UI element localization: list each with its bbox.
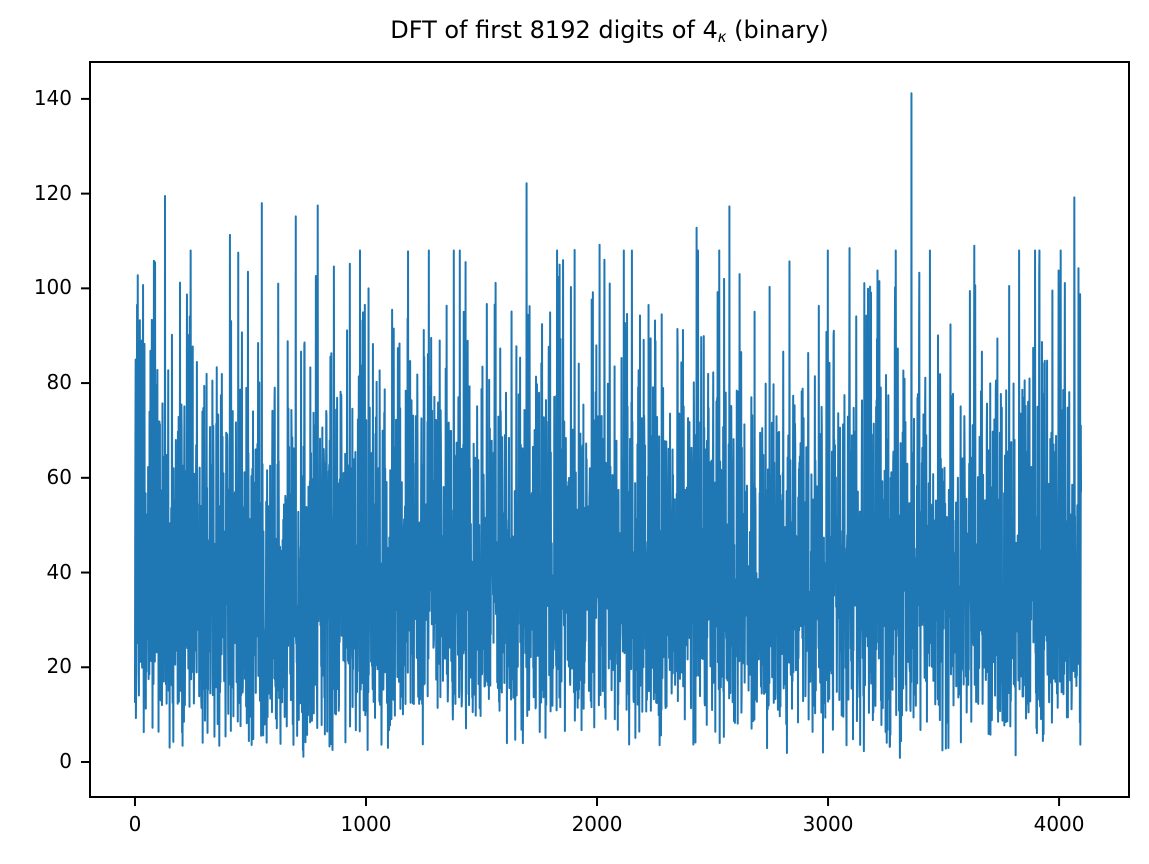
- x-tick-label: 4000: [1033, 812, 1085, 836]
- chart-title: DFT of first 8192 digits of 4κ (binary): [89, 16, 1130, 46]
- dft-magnitude-series: [133, 92, 1083, 759]
- chart-title-suffix: (binary): [726, 16, 829, 44]
- axes-frame: [89, 61, 1130, 798]
- y-tick-label: 100: [33, 275, 72, 300]
- chart-title-subscript: κ: [717, 28, 727, 47]
- x-tick-label: 2000: [571, 812, 623, 836]
- y-tick-label: 60: [46, 464, 72, 489]
- y-tick-label: 120: [33, 180, 72, 205]
- y-tick-label: 0: [59, 749, 72, 773]
- tick-marks: [81, 97, 1061, 806]
- y-tick-label: 40: [46, 559, 72, 584]
- x-tick-label: 3000: [802, 812, 854, 836]
- y-tick-label: 80: [46, 370, 72, 395]
- y-tick-label: 140: [33, 85, 72, 110]
- x-tick-label: 0: [128, 812, 142, 836]
- chart-title-prefix: DFT of first 8192 digits of 4: [390, 16, 718, 44]
- y-tick-label: 20: [46, 654, 72, 679]
- x-tick-label: 1000: [340, 812, 392, 836]
- dft-magnitude-line: [133, 92, 1083, 759]
